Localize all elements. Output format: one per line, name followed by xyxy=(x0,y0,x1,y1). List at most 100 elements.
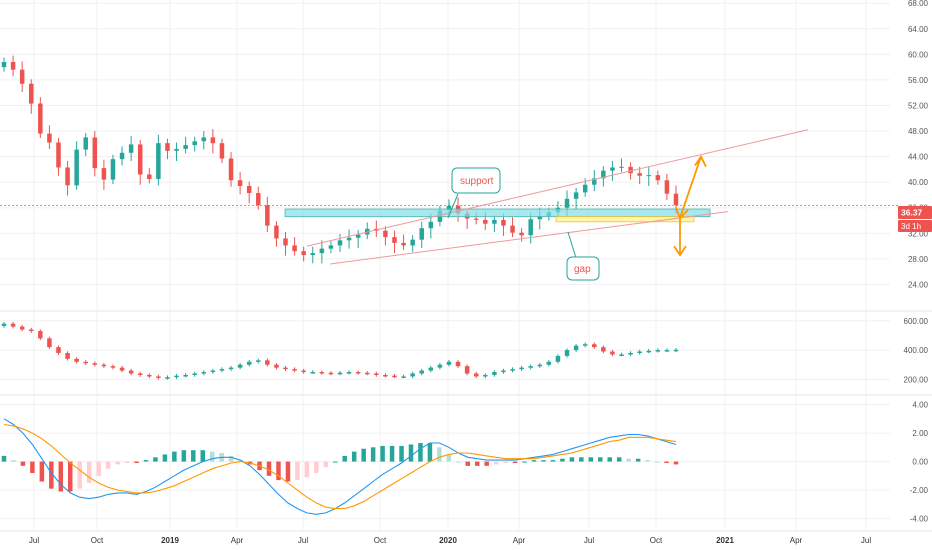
volume-candle xyxy=(464,366,470,374)
down-arrow-head xyxy=(673,245,687,257)
price-candle xyxy=(38,103,43,134)
x-tick-label: Jul xyxy=(298,536,308,545)
up-arrow xyxy=(679,156,702,219)
volume-pane[interactable] xyxy=(1,321,679,380)
price-candle xyxy=(1,62,7,68)
price-candle xyxy=(446,205,452,211)
macd-histogram-bar xyxy=(474,461,480,466)
price-candle xyxy=(528,219,533,236)
macd-histogram-bar xyxy=(172,451,177,462)
volume-candle xyxy=(601,347,606,352)
volume-candle xyxy=(410,373,415,377)
y-tick-label: 60.00 xyxy=(908,50,929,59)
volume-candle xyxy=(201,372,207,374)
macd-histogram-bar xyxy=(143,460,149,462)
price-candle xyxy=(537,216,543,220)
volume-candle xyxy=(192,373,197,375)
macd-histogram-bar xyxy=(370,447,376,462)
volume-candle xyxy=(28,329,34,332)
y-tick-label: 28.00 xyxy=(908,255,929,264)
macd-histogram-bar xyxy=(456,461,461,463)
macd-histogram-bar xyxy=(512,461,518,463)
macd-histogram-bar xyxy=(399,445,404,462)
macd-line xyxy=(3,418,677,515)
y-tick-label: 4.00 xyxy=(912,401,928,410)
macd-histogram-bar xyxy=(607,457,612,462)
x-tick-label: Oct xyxy=(374,536,387,545)
volume-candle xyxy=(655,350,661,352)
volume-candle xyxy=(337,372,343,375)
price-candle xyxy=(237,180,243,186)
upper-channel-line xyxy=(306,129,809,247)
macd-histogram-bar xyxy=(191,450,196,462)
volume-candle xyxy=(210,370,216,373)
price-pane[interactable] xyxy=(1,55,679,264)
macd-histogram-bar xyxy=(503,461,508,463)
volume-candle xyxy=(119,367,125,371)
y-tick-label: 600.00 xyxy=(904,317,929,326)
volume-candle xyxy=(392,375,397,378)
macd-histogram-bar xyxy=(228,455,234,462)
x-tick-label: 2021 xyxy=(716,536,734,545)
macd-histogram-bar xyxy=(437,447,442,462)
macd-histogram-bar xyxy=(49,461,54,489)
volume-candle xyxy=(165,377,170,379)
x-tick-label: Oct xyxy=(650,536,663,545)
price-candle xyxy=(156,143,161,179)
x-tick-label: Apr xyxy=(790,536,803,545)
y-tick-label: 32.00 xyxy=(908,229,929,238)
last-price-label: 36.37 xyxy=(901,208,923,218)
macd-histogram-bar xyxy=(276,461,281,481)
macd-histogram-bar xyxy=(408,444,414,462)
price-candle xyxy=(210,137,216,144)
volume-candle xyxy=(19,326,25,330)
y-tick-label: 40.00 xyxy=(908,178,929,187)
volume-candle xyxy=(483,374,488,377)
y-tick-label: 68.00 xyxy=(908,0,929,8)
macd-pane[interactable] xyxy=(1,418,679,515)
grid xyxy=(0,0,932,532)
volume-candle xyxy=(128,370,134,374)
price-candle xyxy=(673,193,679,206)
price-candle xyxy=(473,218,479,220)
volume-candle xyxy=(101,364,107,367)
support-callout[interactable]: support xyxy=(447,167,501,219)
volume-candle xyxy=(246,361,252,365)
price-candle xyxy=(183,145,188,149)
volume-candle xyxy=(292,369,297,371)
volume-candle xyxy=(1,323,7,326)
y-tick-label: -2.00 xyxy=(910,486,929,495)
price-candle xyxy=(47,133,52,143)
volume-candle xyxy=(283,367,288,370)
volume-candle xyxy=(428,367,434,371)
volume-candle xyxy=(346,372,352,374)
y-tick-label: 48.00 xyxy=(908,127,929,136)
gap-callout[interactable]: gap xyxy=(566,231,600,281)
y-tick-label: 44.00 xyxy=(908,153,929,162)
volume-candle xyxy=(374,373,379,375)
price-candle xyxy=(319,248,325,254)
y-tick-label: -4.00 xyxy=(910,515,929,524)
volume-candle xyxy=(47,338,52,348)
price-candle xyxy=(101,168,107,180)
macd-histogram-bar xyxy=(86,461,92,483)
macd-histogram-bar xyxy=(323,461,329,468)
volume-candle xyxy=(364,372,370,375)
volume-candle xyxy=(501,370,506,373)
y-tick-label: 56.00 xyxy=(908,76,929,85)
macd-histogram-bar xyxy=(598,457,603,462)
macd-histogram-bar xyxy=(361,448,366,462)
volume-candle xyxy=(74,358,79,362)
volume-candle xyxy=(110,366,116,368)
price-axis[interactable]: 24.0028.0032.0036.0040.0044.0048.0052.00… xyxy=(904,0,929,524)
volume-candle xyxy=(401,376,406,378)
price-candle xyxy=(501,219,506,226)
macd-histogram-bar xyxy=(39,461,45,482)
macd-histogram-bar xyxy=(389,445,395,462)
macd-histogram-bar xyxy=(333,461,338,463)
time-axis[interactable]: Jul Oct 2019 Apr Jul Oct 2020 Apr Jul Oct 2021 Apr J… xyxy=(29,536,871,545)
macd-histogram-bar xyxy=(493,461,499,465)
macd-histogram-bar xyxy=(635,458,641,462)
price-candle xyxy=(519,232,524,236)
